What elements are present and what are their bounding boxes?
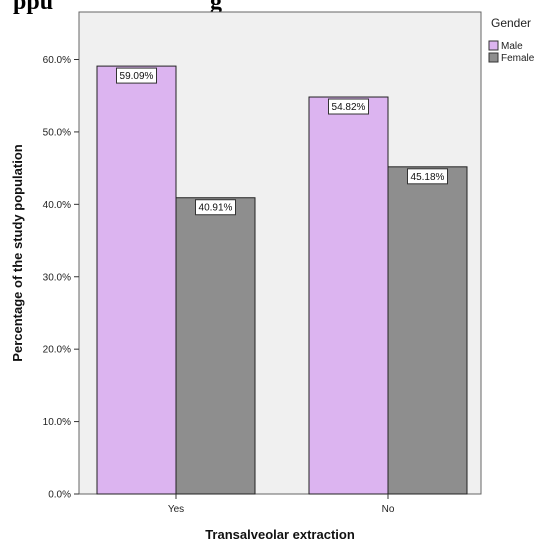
data-label-box xyxy=(407,168,448,185)
legend-title: Gender xyxy=(491,16,531,30)
page-title-fragment: ppu g xyxy=(0,0,540,15)
legend-label-female: Female xyxy=(501,53,535,64)
legend-swatch-male xyxy=(488,40,499,51)
y-tick-label: 30.0% xyxy=(43,272,71,283)
legend-swatch-female xyxy=(488,52,499,63)
data-label: 45.18% xyxy=(411,172,445,183)
x-axis: Yes No xyxy=(168,494,395,515)
data-label: 59.09% xyxy=(120,71,154,82)
data-label-box xyxy=(116,67,157,84)
x-tick-label: Yes xyxy=(168,504,184,515)
bar-female xyxy=(387,166,468,495)
data-label-box xyxy=(328,98,369,115)
data-label-box xyxy=(195,199,236,216)
y-axis: 0.0% 10.0% 20.0% 30.0% 40.0% 50.0% 60.0% xyxy=(43,55,79,501)
data-label: 40.91% xyxy=(199,203,233,214)
title-fragment-2: g xyxy=(210,0,222,15)
title-fragment-1: ppu xyxy=(13,0,54,15)
legend-label-male: Male xyxy=(501,41,523,52)
x-axis-title: Transalveolar extraction xyxy=(205,527,355,542)
data-label: 54.82% xyxy=(332,102,366,113)
y-tick-label: 20.0% xyxy=(43,345,71,356)
y-axis-title: Percentage of the study population xyxy=(10,144,25,361)
bars: 59.09% 40.91% 54.82% 45.18% xyxy=(96,65,468,495)
bar-female xyxy=(175,197,256,495)
y-tick-label: 50.0% xyxy=(43,127,71,138)
y-tick-label: 10.0% xyxy=(43,417,71,428)
bar-male xyxy=(308,96,389,495)
bar-male xyxy=(96,65,177,495)
y-tick-label: 60.0% xyxy=(43,55,71,66)
x-tick-label: No xyxy=(382,504,395,515)
y-tick-label: 40.0% xyxy=(43,200,71,211)
y-tick-label: 0.0% xyxy=(48,490,71,501)
